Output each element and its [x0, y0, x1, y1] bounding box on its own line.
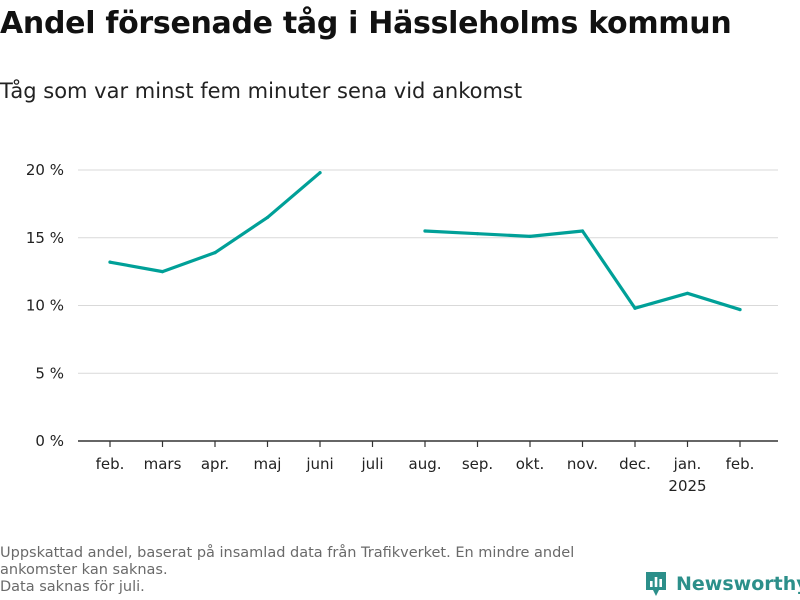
x-tick-label: sep.	[462, 455, 493, 473]
series-lines	[108, 171, 742, 312]
data-point	[528, 234, 532, 238]
data-point	[318, 171, 322, 175]
footnote-missing-data: Data saknas för juli.	[0, 579, 145, 595]
x-tick-label: dec.	[619, 455, 651, 473]
line-chart: 0 % 5 % 10 % 15 % 20 % feb. mars apr. maj juni ju…	[26, 161, 778, 495]
x-tick-label: maj	[254, 455, 282, 473]
x-tick-label: aug.	[409, 455, 442, 473]
series-line-segment	[423, 229, 742, 312]
data-point	[685, 291, 690, 295]
y-axis-labels: 0 % 5 % 10 % 15 % 20 %	[26, 161, 64, 450]
x-year-label: 2025	[668, 477, 706, 495]
footnote: Uppskattad andel, baserat på insamlad da…	[0, 545, 630, 596]
footnote-source: Uppskattad andel, baserat på insamlad da…	[0, 545, 575, 578]
data-point	[633, 306, 637, 310]
newsworthy-logo-icon	[646, 572, 666, 596]
x-tick-label: nov.	[567, 455, 598, 473]
y-tick-label: 0 %	[35, 432, 64, 450]
data-point	[108, 260, 112, 264]
newsworthy-logo-text: Newsworthy	[676, 573, 800, 595]
data-point	[423, 229, 427, 233]
chart-title: Andel försenade tåg i Hässleholms kommun	[0, 6, 732, 41]
data-point	[580, 229, 585, 233]
gridlines	[78, 169, 778, 374]
x-tick-label: feb.	[726, 455, 755, 473]
x-tick-label: juni	[305, 455, 333, 473]
x-tick-label: feb.	[96, 455, 125, 473]
x-tick-label: juli	[360, 455, 383, 473]
data-point	[265, 215, 270, 220]
chart-subtitle: Tåg som var minst fem minuter sena vid a…	[0, 79, 523, 103]
data-point	[213, 251, 217, 255]
x-tick-label: apr.	[201, 455, 229, 473]
y-tick-label: 15 %	[26, 229, 64, 247]
series-line-segment	[108, 171, 322, 274]
newsworthy-logo: Newsworthy	[644, 570, 800, 598]
y-tick-label: 10 %	[26, 297, 64, 315]
data-point	[160, 270, 165, 274]
data-point	[738, 307, 742, 312]
x-tick-label: mars	[144, 455, 182, 473]
data-point	[475, 232, 480, 236]
x-tick-label: jan.	[673, 455, 702, 473]
y-tick-label: 20 %	[26, 161, 64, 179]
y-tick-label: 5 %	[35, 364, 64, 382]
x-tick-label: okt.	[516, 455, 545, 473]
x-axis: feb. mars apr. maj juni juli aug. sep. okt. nov. d…	[78, 440, 778, 495]
